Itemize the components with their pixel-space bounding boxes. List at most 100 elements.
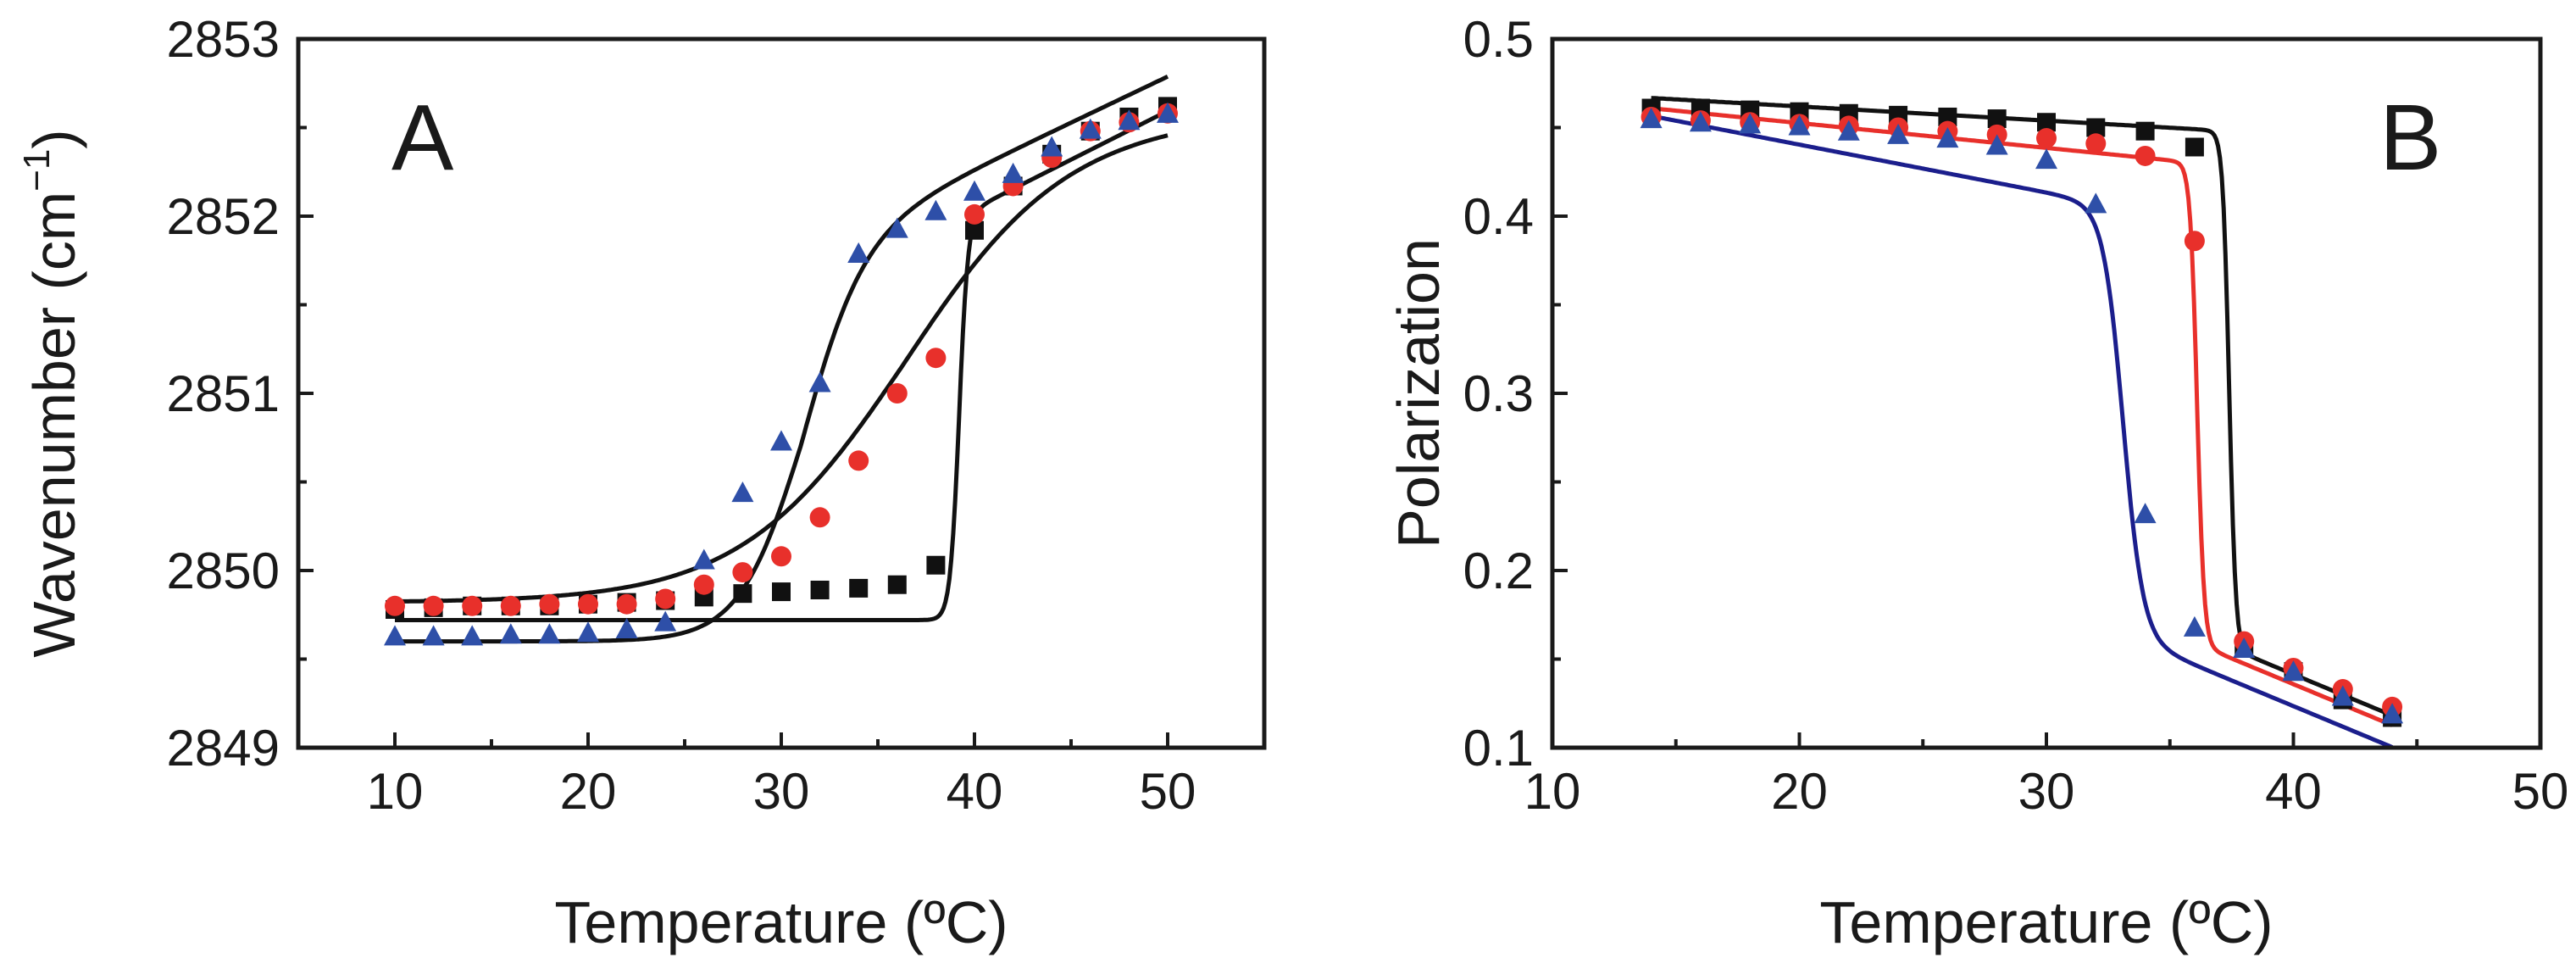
panel-b-markers	[1640, 98, 2404, 727]
panel-b-point-blue-triangles	[2183, 615, 2206, 637]
panel-b-fit-blue-triangles	[1651, 114, 2394, 749]
panel-b-y-tick-label: 0.2	[1463, 543, 1534, 599]
panel-a-point-red-circles	[655, 588, 676, 610]
panel-a-point-black-squares	[887, 575, 907, 594]
panel-a: 10 20 30 40 50 2849 2850 2851 2852 2853 A Temper…	[16, 11, 1267, 955]
panel-a-x-tick-label: 40	[947, 763, 1003, 820]
panel-a-point-blue-triangles	[770, 430, 792, 451]
panel-a-point-red-circles	[578, 593, 598, 615]
panel-b-fit-black-squares	[1651, 96, 2394, 718]
panel-b-point-red-circles	[2135, 145, 2156, 166]
panel-a-y-axis-label-end: )	[21, 129, 87, 148]
panel-a-point-red-circles	[809, 507, 830, 528]
panel-b-x-tick-labels: 10 20 30 40 50	[1524, 763, 2569, 820]
panel-a-y-tick-label: 2851	[167, 365, 280, 422]
panel-a-point-black-squares	[965, 220, 984, 240]
panel-a-letter: A	[391, 86, 454, 190]
panel-a-point-red-circles	[462, 595, 483, 616]
panel-b-point-blue-triangles	[1788, 114, 1811, 136]
panel-a-point-blue-triangles	[1002, 162, 1024, 183]
panel-a-y-axis-label-text: Wavenumber (cm	[21, 192, 87, 658]
panel-b-point-blue-triangles	[1887, 123, 1910, 144]
panel-b-y-tick-label: 0.5	[1463, 11, 1534, 68]
panel-a-point-red-circles	[732, 562, 753, 583]
panel-a-x-tick-label: 30	[753, 763, 810, 820]
panel-a-point-blue-triangles	[1041, 136, 1063, 157]
panel-b-y-tick-label: 0.1	[1463, 720, 1534, 777]
panel-b-frame	[1550, 36, 2543, 750]
panel-a-y-tick-label: 2853	[167, 11, 280, 68]
panel-a-point-blue-triangles	[1079, 118, 1102, 139]
panel-b-point-blue-triangles	[1689, 111, 1712, 132]
panel-b-point-blue-triangles	[2233, 637, 2256, 659]
panel-b-point-red-circles	[2085, 133, 2107, 154]
panel-b-x-tick-label: 10	[1524, 763, 1581, 820]
panel-a-point-blue-triangles	[963, 180, 985, 201]
panel-a-point-blue-triangles	[924, 199, 947, 220]
panel-a-point-red-circles	[500, 595, 521, 616]
panel-b-point-red-circles	[2036, 128, 2057, 149]
panel-a-point-blue-triangles	[538, 623, 561, 644]
panel-b-point-black-squares	[2135, 121, 2155, 141]
panel-a-point-red-circles	[925, 348, 947, 369]
panel-b-y-tick-labels: 0.1 0.2 0.3 0.4 0.5	[1463, 11, 1534, 777]
panel-a-point-red-circles	[771, 546, 791, 567]
panel-a-point-red-circles	[385, 595, 405, 616]
panel-b-point-blue-triangles	[1739, 113, 1762, 134]
panel-a-point-blue-triangles	[499, 623, 522, 644]
panel-a-point-blue-triangles	[461, 625, 484, 646]
panel-a-point-red-circles	[693, 574, 714, 595]
panel-a-point-black-squares	[849, 578, 869, 598]
panel-b-x-tick-label: 30	[2018, 763, 2075, 820]
panel-a-point-blue-triangles	[1118, 109, 1141, 131]
panel-a-markers	[384, 97, 1179, 646]
panel-a-x-tick-label: 50	[1140, 763, 1196, 820]
panel-a-point-red-circles	[886, 383, 908, 404]
panel-b-letter: B	[2379, 86, 2441, 190]
panel-a-point-blue-triangles	[384, 625, 406, 646]
panel-b-x-tick-label: 50	[2512, 763, 2569, 820]
panel-b-point-blue-triangles	[1640, 108, 1663, 129]
panel-b-y-tick-label: 0.4	[1463, 188, 1534, 245]
panel-a-y-tick-label: 2849	[167, 720, 280, 777]
panel-a-x-axis-label: Temperature (ºC)	[554, 889, 1008, 955]
panel-a-point-blue-triangles	[422, 625, 445, 646]
panel-a-y-tick-label: 2850	[167, 543, 280, 599]
panel-b-point-blue-triangles	[2381, 703, 2404, 724]
panel-b-point-blue-triangles	[1837, 120, 1860, 141]
panel-b-x-tick-label: 20	[1771, 763, 1828, 820]
panel-b-point-blue-triangles	[2085, 192, 2107, 214]
panel-b-point-blue-triangles	[2331, 685, 2354, 706]
panel-a-fit-blue-triangles	[395, 75, 1169, 644]
panel-b-fit-lines	[1651, 96, 2394, 749]
panel-a-y-tick-labels: 2849 2850 2851 2852 2853	[167, 11, 280, 777]
panel-b-point-black-squares	[1987, 109, 2007, 129]
panel-b-point-red-circles	[2184, 231, 2205, 252]
panel-b-point-black-squares	[1938, 107, 1957, 126]
panel-a-point-red-circles	[616, 593, 637, 615]
panel-a-x-tick-label: 20	[560, 763, 617, 820]
panel-b-point-black-squares	[2086, 118, 2106, 137]
panel-a-point-black-squares	[772, 582, 791, 602]
panel-a-fit-black-squares	[395, 109, 1169, 622]
panel-a-point-blue-triangles	[847, 242, 870, 263]
panel-a-point-red-circles	[539, 593, 560, 615]
panel-b: 10 20 30 40 50 0.1 0.2 0.3 0.4 0.5 B Temperature…	[1385, 11, 2568, 955]
panel-b-point-blue-triangles	[2282, 660, 2305, 682]
panel-a-point-black-squares	[733, 584, 752, 604]
panel-a-y-axis-label-superscript: −1	[16, 149, 58, 192]
panel-a-point-blue-triangles	[654, 610, 677, 632]
panel-a-point-black-squares	[810, 580, 830, 599]
panel-a-point-blue-triangles	[692, 548, 715, 570]
panel-b-y-tick-label: 0.3	[1463, 365, 1534, 422]
panel-a-y-tick-label: 2852	[167, 188, 280, 245]
panel-a-frame	[296, 36, 1267, 750]
panel-a-point-blue-triangles	[577, 621, 599, 643]
panel-a-point-blue-triangles	[808, 371, 831, 392]
panel-b-point-blue-triangles	[1936, 127, 1959, 148]
panel-a-point-red-circles	[964, 203, 985, 225]
panel-b-x-tick-label: 40	[2265, 763, 2322, 820]
panel-a-point-red-circles	[423, 595, 444, 616]
panel-a-x-tick-labels: 10 20 30 40 50	[367, 763, 1196, 820]
panel-a-fit-lines	[394, 75, 1169, 644]
